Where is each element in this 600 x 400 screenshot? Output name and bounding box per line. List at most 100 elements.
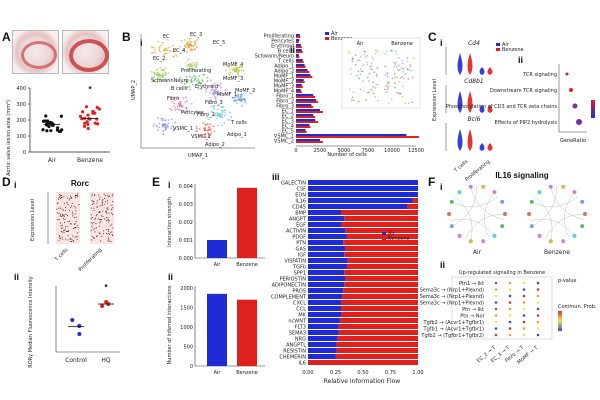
panel-letter-e: E [152,175,161,189]
a-dot-benzene [93,111,97,115]
inset-point [359,55,362,58]
rorc-group-tcells: T cells [53,247,69,263]
infoflow-pathway-label: ANGPTL [286,343,306,349]
inset-point [386,73,389,75]
inset-point [363,54,366,56]
inset-point [371,68,373,71]
rorc-point [75,220,77,222]
bar-category-label: Fibro_1 [276,94,294,100]
infoflow-pathway-label: ADIPONECTIN [272,283,307,289]
rorc-point [58,212,60,214]
f-pair-dot [536,327,540,330]
umap-point [173,127,176,130]
umap-point [165,72,167,75]
umap-point [235,70,238,72]
inset-point [386,71,389,74]
c-legend-benzene-swatch [496,48,500,51]
rorc-point [95,215,97,217]
umap-point [209,99,212,102]
panel-c-dotplot: TCR signaling Downstream TCR signaling Pho… [446,64,595,144]
infoflow-bar-benzene [346,234,418,239]
infoflow-tick-label: 0.25 [330,370,341,376]
f-pair-label: Ptn1 → Ikt [459,281,484,287]
inset-point [369,67,372,70]
umap-point [209,129,212,132]
rorc-point [103,193,105,195]
rorc-point [69,238,71,240]
umap-point [211,85,214,88]
inset-point [366,64,368,66]
e-tick-label: 0 [190,364,193,370]
umap-point [244,101,247,104]
rorc-point [61,195,63,197]
inset-point [401,75,403,78]
sublabel-e-ii: ii [168,272,174,282]
f-pair-dot [522,301,526,304]
umap-point [215,91,218,93]
rorc-point [61,227,63,229]
umap-point [153,80,156,83]
violin-shape [479,143,485,151]
inset-point [370,62,373,65]
rorc-point [101,201,103,203]
bar-benzene [296,96,316,98]
umap-point [190,102,193,105]
umap-point [228,65,231,68]
infoflow-bar-benzene [341,300,418,305]
umap-point [176,105,179,108]
violin-gene-label: Cd4 [468,40,480,47]
sublabel-f-i: i [440,182,443,192]
infoflow-bar-air [308,294,343,299]
umap-cluster-label: Fibro_3 [205,100,223,106]
bar-benzene [296,36,301,38]
infoflow-bar-air [308,276,346,281]
a-dot-benzene [95,105,99,109]
umap-point [156,68,158,71]
inset-point [391,49,393,51]
e-i-bar-air [207,240,227,258]
e-tick-label: 0.001 [179,238,193,244]
rorc-point [107,240,109,242]
infoflow-bar-benzene [342,294,418,299]
rorc-point [112,234,114,236]
umap-point [195,127,198,130]
umap-point [180,40,183,42]
inset-point [368,80,370,82]
inset-point [401,59,403,62]
rorc-point [64,228,66,230]
umap-point [157,76,160,79]
bar-benzene [296,51,303,53]
inset-point [348,88,351,90]
umap-point [216,114,219,117]
umap-point [169,107,172,110]
rorc-point [63,196,65,198]
panel-a-ylabel: Aortic valve lesion area (mm²) [6,100,12,176]
rorc-point [65,210,67,212]
inset-point [384,91,387,93]
e-ii-cat-benzene: Benzene [236,370,258,376]
umap-point [185,81,188,84]
umap-point [191,62,194,64]
umap-point [158,46,161,49]
inset-point [409,65,412,68]
network-edge [451,186,477,227]
panel-c-violins: Cd4 Cd8b1 Bcl6 Expression Level Air Benzen… [432,40,524,183]
legend-air-swatch [325,32,329,35]
umap-point [194,66,197,69]
f-pair-label: Tgfb2 → (Tgfbr1+Tgfbr2) [420,333,484,339]
inset-point [372,81,375,83]
umap-point [223,109,226,112]
infoflow-pathway-label: BMP [295,211,306,217]
bar-air [296,94,314,96]
rorc-point [101,200,103,202]
umap-point [206,116,208,118]
umap-point [192,83,194,86]
umap-point [197,80,200,83]
infoflow-pathway-label: CCL [296,307,306,313]
umap-point [223,121,226,124]
inset-point [366,54,369,57]
mfi-group-control: Control [65,357,87,364]
f-pair-dot [536,294,540,298]
infoflow-pathway-label: CHEMERIN [279,355,306,361]
infoflow-pathway-label: PTN [296,241,306,247]
